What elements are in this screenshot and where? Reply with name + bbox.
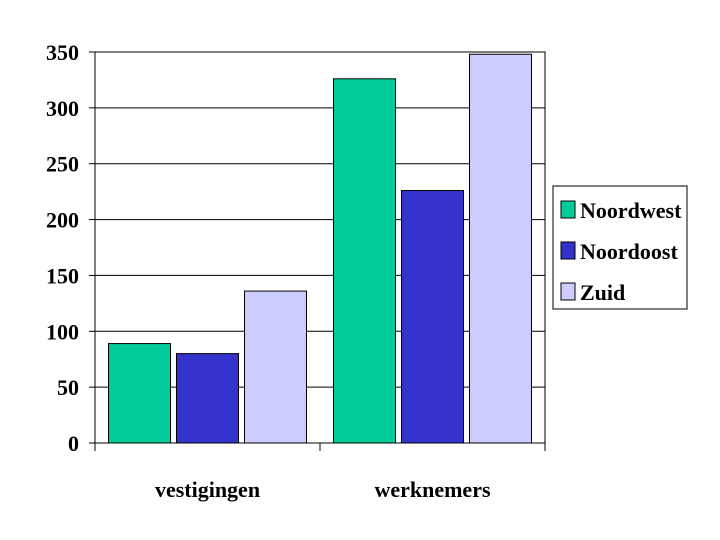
y-tick-label: 350: [46, 40, 79, 65]
y-tick-label: 250: [46, 152, 79, 177]
legend-label-zuid: Zuid: [580, 280, 625, 305]
legend-swatch-noordwest: [560, 200, 576, 219]
bar-noordoost-vestigingen: [176, 353, 239, 444]
y-tick-label: 200: [46, 208, 79, 233]
y-tick-label: 100: [46, 319, 79, 344]
bar-zuid-werknemers: [469, 53, 532, 444]
bar-noordwest-werknemers: [333, 78, 396, 444]
bar-noordwest-vestigingen: [108, 343, 171, 444]
y-tick-label: 50: [57, 375, 79, 400]
bar-zuid-vestigingen: [244, 290, 307, 444]
y-tick-label: 300: [46, 96, 79, 121]
x-category-label: werknemers: [374, 477, 491, 502]
axes: [89, 51, 546, 451]
legend: Noordwest Noordoost Zuid: [552, 185, 688, 310]
y-tick-labels: 0 50 100 150 200 250 300 350: [46, 40, 79, 456]
legend-label-noordwest: Noordwest: [580, 198, 682, 223]
x-category-label: vestigingen: [155, 477, 260, 502]
legend-swatch-noordoost: [560, 241, 576, 260]
y-tick-label: 0: [68, 431, 79, 456]
bars: [108, 53, 532, 444]
x-category-labels: vestigingen werknemers: [155, 477, 491, 502]
legend-swatch-zuid: [560, 282, 576, 301]
legend-label-noordoost: Noordoost: [580, 239, 678, 264]
y-tick-label: 150: [46, 263, 79, 288]
bar-noordoost-werknemers: [401, 190, 464, 444]
